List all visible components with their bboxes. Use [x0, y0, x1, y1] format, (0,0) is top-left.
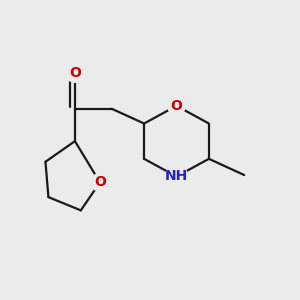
Text: O: O	[69, 66, 81, 80]
Text: NH: NH	[165, 169, 188, 184]
Circle shape	[66, 64, 84, 82]
Text: O: O	[94, 176, 106, 189]
Circle shape	[165, 165, 188, 188]
Circle shape	[168, 97, 185, 115]
Circle shape	[91, 174, 109, 191]
Text: O: O	[171, 99, 182, 113]
